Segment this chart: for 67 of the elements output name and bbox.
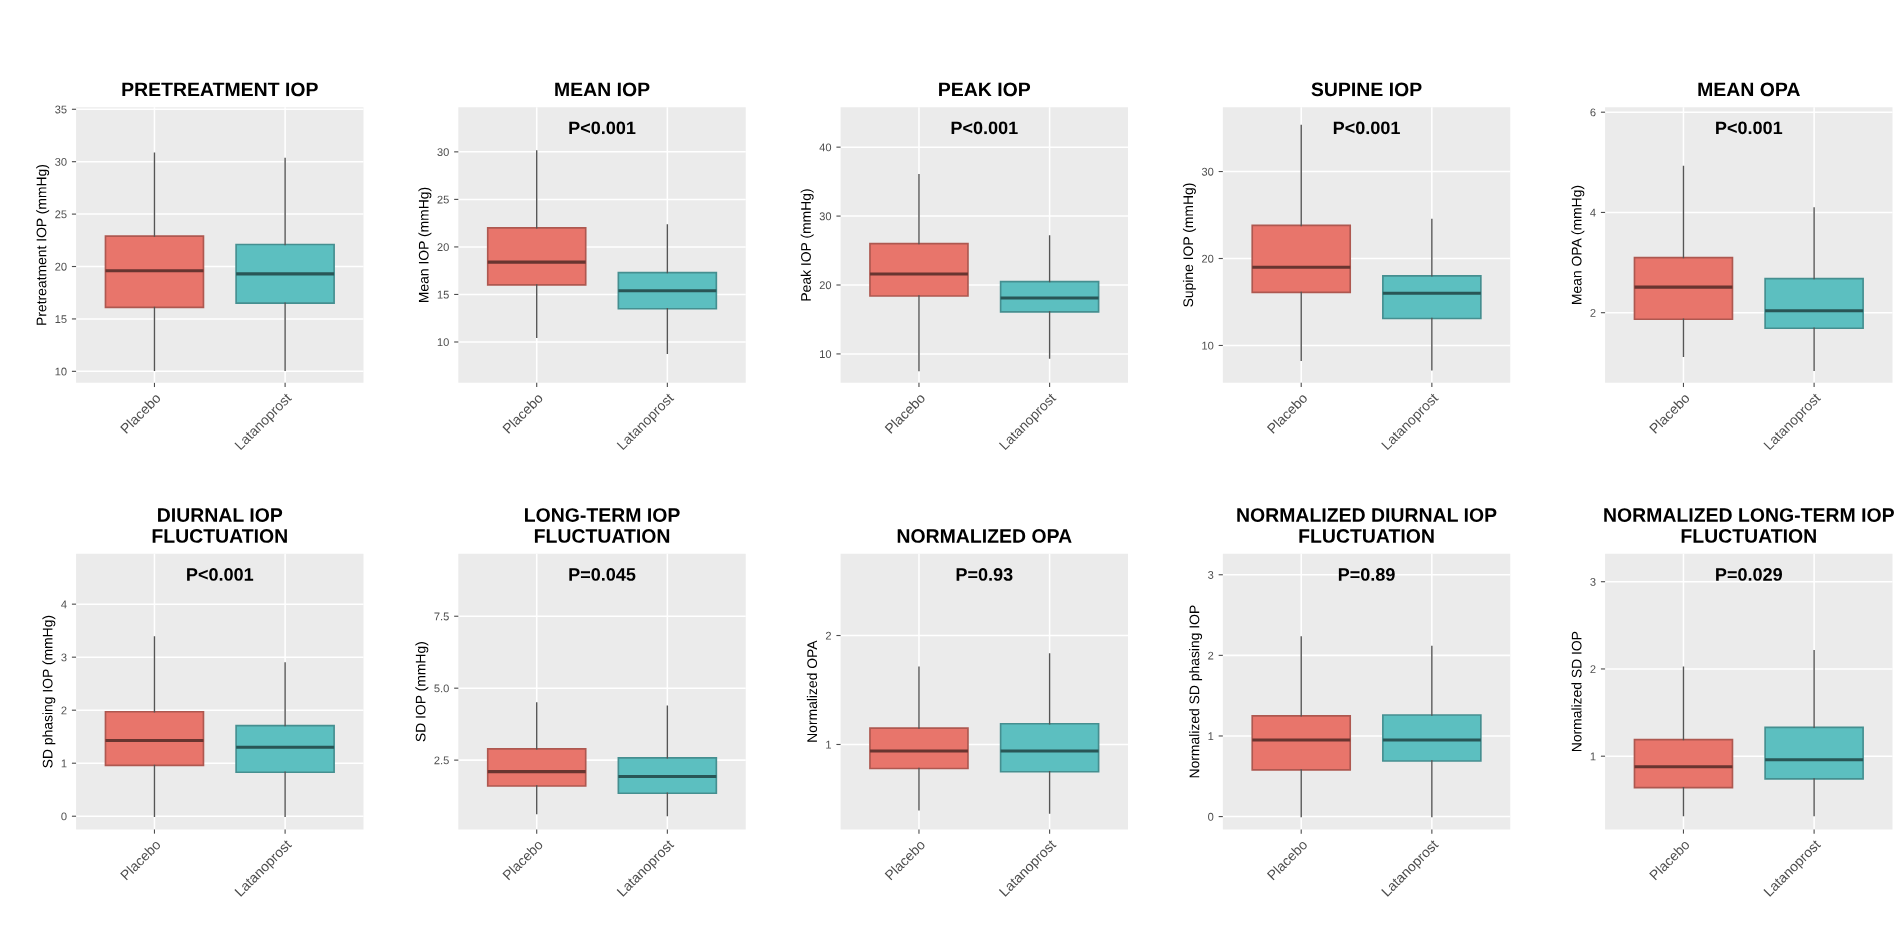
y-tick-label: 30: [55, 157, 67, 166]
y-tick-label: 2.5: [434, 756, 449, 765]
y-tick-label: 7.5: [434, 612, 449, 621]
annotation: P=0.89: [1338, 568, 1395, 581]
y-tick-label: 25: [437, 195, 449, 204]
y-tick-label: 20: [1202, 254, 1214, 263]
annotation: P=0.045: [569, 568, 636, 581]
y-tick-label: 10: [437, 338, 449, 347]
y-tick-label: 5.0: [434, 684, 449, 693]
y-tick-label: 15: [55, 315, 67, 324]
chart-title: SUPINE IOP: [1311, 82, 1422, 97]
y-tick-label: 10: [55, 367, 67, 376]
y-tick-label: 4: [61, 600, 67, 609]
chart-title: NORMALIZED DIURNAL IOP FLUCTUATION: [1237, 508, 1497, 543]
y-tick-label: 1: [826, 740, 832, 749]
y-tick-label: 1: [1590, 752, 1596, 761]
y-tick-label: 3: [61, 653, 67, 662]
chart-title: MEAN OPA: [1698, 82, 1800, 97]
y-tick-label: 0: [1208, 812, 1214, 821]
annotation: P<0.001: [1333, 121, 1400, 135]
y-axis-title: Supine IOP (mmHg): [1182, 183, 1196, 307]
y-tick-label: 35: [55, 105, 67, 114]
annotation: P=0.029: [1716, 568, 1782, 581]
y-tick-label: 40: [819, 143, 832, 152]
y-tick-label: 2: [1590, 308, 1596, 317]
y-axis-title: Normalized SD IOP: [1571, 631, 1582, 752]
y-tick-label: 1: [1208, 732, 1214, 740]
y-tick-label: 10: [1202, 341, 1214, 350]
y-tick-label: 2: [1208, 651, 1214, 660]
chart-title: LONG-TERM IOP FLUCTUATION: [525, 508, 680, 543]
y-axis-title: Peak IOP (mmHg): [800, 189, 814, 301]
y-tick-label: 30: [1201, 167, 1214, 176]
y-axis-title: SD IOP (mmHg): [415, 642, 429, 742]
y-tick-label: 4: [1590, 208, 1596, 217]
annotation: P<0.001: [1716, 121, 1783, 135]
y-tick-label: 3: [1208, 571, 1214, 579]
chart-title: PEAK IOP: [939, 82, 1031, 97]
chart-title: MEAN IOP: [555, 82, 650, 97]
y-axis-title: SD phasing IOP (mmHg): [42, 615, 56, 768]
y-axis-title: Normalized SD phasing IOP: [1189, 605, 1203, 778]
y-tick-label: 20: [819, 281, 832, 290]
y-tick-label: 30: [437, 148, 449, 156]
y-tick-label: 30: [819, 212, 832, 221]
y-tick-label: 0: [61, 812, 67, 821]
y-axis-title: Normalized OPA: [806, 640, 818, 742]
y-tick-label: 1: [61, 759, 67, 768]
y-tick-label: 20: [55, 262, 67, 271]
chart-title: DIURNAL IOP FLUCTUATION: [152, 508, 287, 543]
y-axis-title: Mean IOP (mmHg): [418, 187, 432, 303]
annotation: P<0.001: [569, 121, 636, 135]
y-tick-label: 10: [820, 350, 832, 359]
chart-title: PRETREATMENT IOP: [122, 82, 318, 97]
y-tick-label: 25: [55, 210, 67, 219]
annotation: P<0.001: [951, 121, 1018, 135]
y-tick-label: 2: [1590, 665, 1596, 673]
annotation: P<0.001: [187, 568, 254, 581]
y-tick-label: 2: [825, 631, 831, 640]
annotation: P=0.93: [956, 568, 1013, 581]
y-axis-title: Pretreatment IOP (mmHg): [36, 164, 50, 325]
y-tick-label: 6: [1590, 108, 1596, 117]
chart-title: NORMALIZED OPA: [897, 529, 1072, 543]
y-tick-label: 3: [1590, 577, 1596, 586]
y-tick-label: 2: [61, 706, 67, 715]
y-axis-title: Mean OPA (mmHg): [1571, 185, 1585, 304]
y-tick-label: 20: [437, 243, 449, 252]
y-tick-label: 15: [437, 290, 449, 299]
chart-title: NORMALIZED LONG-TERM IOP FLUCTUATION: [1604, 508, 1894, 543]
